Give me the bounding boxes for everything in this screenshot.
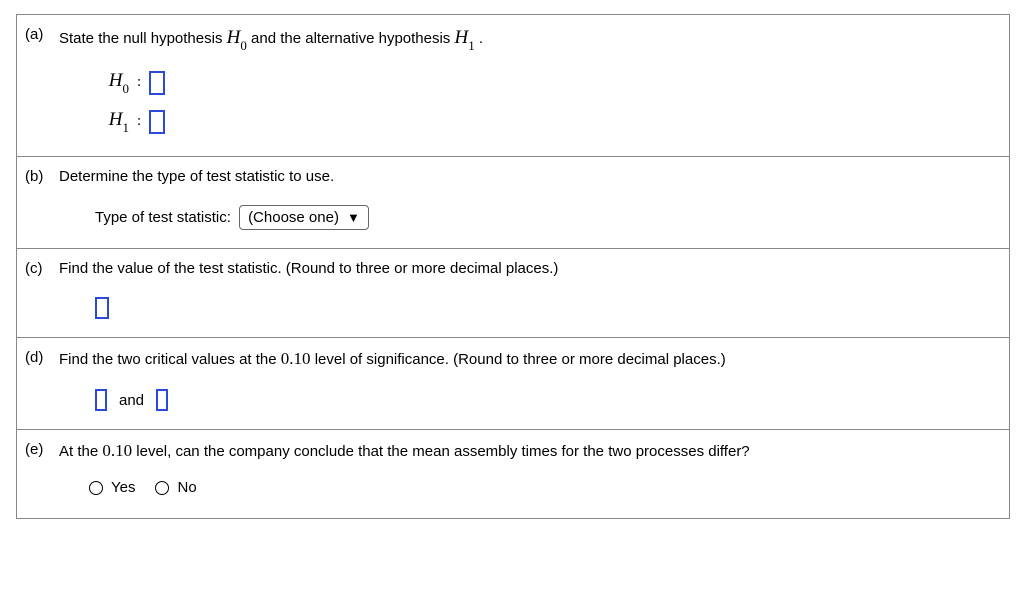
alpha-value: 0.10 [281, 349, 311, 368]
part-a-body: State the null hypothesis H0 and the alt… [59, 25, 1001, 138]
radio-yes[interactable] [89, 481, 103, 495]
test-statistic-input[interactable] [95, 297, 109, 319]
math-var: H [109, 109, 123, 130]
h0-row: H0 : [101, 70, 1001, 95]
math-h0: H0 [227, 27, 247, 48]
colon: : [135, 74, 143, 91]
part-b-prompt: Determine the type of test statistic to … [59, 167, 1001, 187]
math-var: H [109, 70, 123, 91]
part-a-prompt: State the null hypothesis H0 and the alt… [59, 25, 1001, 52]
h0-label: H0 [101, 70, 129, 95]
math-var: H [454, 27, 468, 48]
h1-label: H1 [101, 109, 129, 134]
h0-input[interactable] [149, 71, 165, 95]
part-e-body: At the 0.10 level, can the company concl… [59, 440, 1001, 500]
alpha-value: 0.10 [102, 441, 132, 460]
part-a: (a) State the null hypothesis H0 and the… [17, 15, 1009, 156]
radio-no-label[interactable]: No [177, 479, 196, 496]
colon: : [135, 113, 143, 130]
part-e-prompt: At the 0.10 level, can the company concl… [59, 440, 1001, 463]
test-statistic-label: Type of test statistic: [95, 209, 231, 226]
part-c-body: Find the value of the test statistic. (R… [59, 259, 1001, 319]
part-e-options: Yes No [89, 479, 1001, 496]
part-d-body: Find the two critical values at the 0.10… [59, 348, 1001, 411]
question-container: (a) State the null hypothesis H0 and the… [16, 14, 1010, 519]
chevron-down-icon: ▼ [347, 210, 360, 225]
math-h1: H1 [454, 27, 474, 48]
text-fragment: State the null hypothesis [59, 30, 227, 47]
part-b-field-row: Type of test statistic: (Choose one) ▼ [95, 205, 1001, 230]
text-fragment: level of significance. (Round to three o… [311, 351, 726, 368]
h1-input[interactable] [149, 110, 165, 134]
part-e-label: (e) [25, 440, 59, 500]
critical-value-2-input[interactable] [156, 389, 168, 411]
part-d-prompt: Find the two critical values at the 0.10… [59, 348, 1001, 371]
part-d-label: (d) [25, 348, 59, 411]
part-d-value-row: and [95, 389, 1001, 411]
radio-yes-label[interactable]: Yes [111, 479, 135, 496]
part-d: (d) Find the two critical values at the … [17, 337, 1009, 429]
math-sub: 1 [468, 38, 475, 53]
part-c-value-row [95, 297, 1001, 319]
h1-row: H1 : [101, 109, 1001, 134]
select-value: (Choose one) [248, 209, 339, 226]
part-c-prompt: Find the value of the test statistic. (R… [59, 259, 1001, 279]
radio-no[interactable] [155, 481, 169, 495]
math-sub: 0 [240, 38, 247, 53]
critical-value-1-input[interactable] [95, 389, 107, 411]
math-sub: 0 [123, 81, 130, 96]
and-text: and [119, 392, 144, 409]
math-var: H [227, 27, 241, 48]
math-sub: 1 [123, 120, 130, 135]
text-fragment: At the [59, 443, 102, 460]
part-b-body: Determine the type of test statistic to … [59, 167, 1001, 230]
test-statistic-select[interactable]: (Choose one) ▼ [239, 205, 369, 230]
text-fragment: and the alternative hypothesis [247, 30, 455, 47]
part-c: (c) Find the value of the test statistic… [17, 248, 1009, 337]
text-fragment: . [475, 30, 483, 47]
part-c-label: (c) [25, 259, 59, 319]
part-a-label: (a) [25, 25, 59, 138]
part-b-label: (b) [25, 167, 59, 230]
part-b: (b) Determine the type of test statistic… [17, 156, 1009, 248]
text-fragment: Find the two critical values at the [59, 351, 281, 368]
text-fragment: level, can the company conclude that the… [132, 443, 750, 460]
part-e: (e) At the 0.10 level, can the company c… [17, 429, 1009, 518]
